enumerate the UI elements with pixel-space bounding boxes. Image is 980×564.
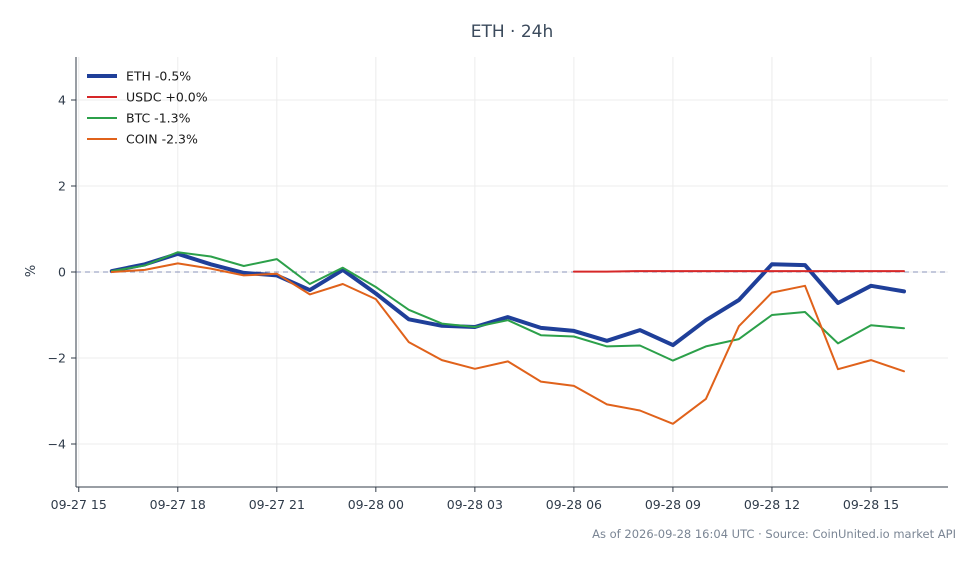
legend-entry-label: COIN -2.3% bbox=[126, 132, 198, 147]
series-line-usdc bbox=[572, 270, 905, 273]
x-tick-label: 09-28 06 bbox=[546, 497, 602, 512]
y-tick-label: 4 bbox=[58, 93, 66, 108]
x-tick-label: 09-28 09 bbox=[645, 497, 701, 512]
y-tick-label: −4 bbox=[48, 437, 66, 452]
y-axis-ticks: −4 −2 0 2 4 bbox=[48, 93, 76, 452]
series-line-eth bbox=[109, 251, 906, 348]
series-line-coin bbox=[110, 262, 905, 425]
x-tick-label: 09-28 12 bbox=[744, 497, 800, 512]
x-tick-label: 09-28 00 bbox=[348, 497, 404, 512]
x-tick-label: 09-27 15 bbox=[51, 497, 107, 512]
x-axis-ticks: 09-27 15 09-27 18 09-27 21 09-28 00 09-28 03… bbox=[51, 487, 899, 512]
legend-entry-label: BTC -1.3% bbox=[126, 111, 191, 126]
legend: ETH -0.5% USDC +0.0% BTC -1.3% COIN -2.3% bbox=[87, 69, 208, 147]
x-tick-label: 09-28 15 bbox=[843, 497, 899, 512]
legend-entry-label: USDC +0.0% bbox=[126, 90, 208, 105]
series-line-btc bbox=[110, 251, 905, 362]
y-tick-label: 0 bbox=[58, 265, 66, 280]
legend-entry-label: ETH -0.5% bbox=[126, 69, 191, 84]
footer-source-note: As of 2026-09-28 16:04 UTC · Source: Coi… bbox=[592, 527, 956, 541]
y-axis-label: % bbox=[24, 265, 39, 277]
y-tick-label: 2 bbox=[58, 179, 66, 194]
series-lines bbox=[109, 251, 906, 425]
x-tick-label: 09-27 21 bbox=[249, 497, 305, 512]
x-tick-label: 09-28 03 bbox=[447, 497, 503, 512]
x-tick-label: 09-27 18 bbox=[150, 497, 206, 512]
chart-title: ETH · 24h bbox=[471, 22, 554, 42]
y-tick-label: −2 bbox=[48, 351, 66, 366]
